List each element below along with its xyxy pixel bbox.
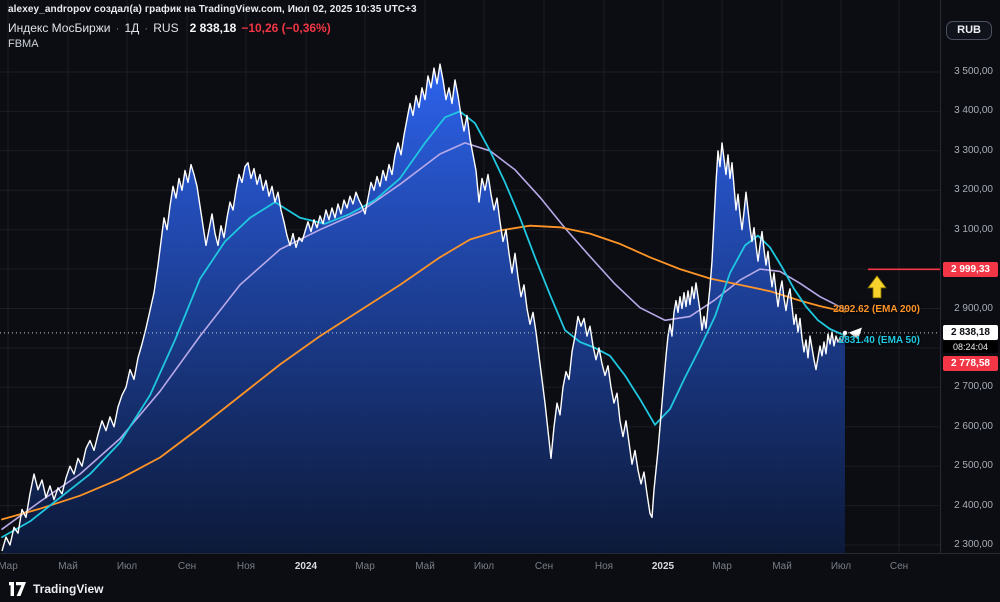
chart-canvas[interactable]: 2892.62 (EMA 200) 2831.40 (EMA 50) bbox=[0, 0, 940, 553]
alert-price-tag[interactable]: 2 778,58 bbox=[943, 355, 998, 371]
symbol-name[interactable]: Индекс МосБиржи bbox=[8, 21, 111, 35]
time-axis-label: Ноя bbox=[236, 561, 256, 572]
time-axis-label: Май bbox=[58, 561, 78, 572]
price-chart-plot[interactable] bbox=[0, 0, 940, 553]
time-axis-label: Сен bbox=[889, 561, 909, 572]
up-arrow-annotation[interactable] bbox=[867, 275, 887, 299]
price-change-value: −10,26 (−0,36%) bbox=[241, 21, 331, 35]
last-price-dot bbox=[842, 330, 848, 336]
time-axis-label: Июл bbox=[830, 561, 852, 572]
pointer-annotation[interactable] bbox=[849, 327, 862, 340]
price-axis-label: 2 700,00 bbox=[954, 381, 993, 393]
legend-separator: · bbox=[144, 21, 149, 35]
indicator-label-fbma[interactable]: FBMA bbox=[8, 38, 39, 50]
time-axis-label: Май bbox=[772, 561, 792, 572]
price-axis[interactable]: 3 500,00 3 400,00 3 300,00 3 200,00 3 100,00… bbox=[940, 0, 1000, 553]
price-axis-label: 2 300,00 bbox=[954, 539, 993, 550]
time-axis-label: Июл bbox=[116, 561, 138, 572]
time-axis-label: 2024 bbox=[294, 561, 318, 572]
price-axis-label: 3 400,00 bbox=[954, 105, 993, 117]
tradingview-logo-icon[interactable] bbox=[8, 582, 27, 596]
attribution-text: alexey_andropov создал(а) график на Trad… bbox=[8, 4, 417, 15]
tradingview-logo-text[interactable]: TradingView bbox=[33, 582, 104, 596]
time-axis[interactable]: Мар Май Июл Сен Ноя 2024 Мар Май Июл Сен Ноя 2025 Ма… bbox=[0, 553, 1000, 580]
time-axis-label: Мар bbox=[712, 561, 732, 572]
time-axis-label: Сен bbox=[534, 561, 554, 572]
time-axis-label: Июл bbox=[473, 561, 495, 572]
current-price-tag: 2 838,18 bbox=[943, 325, 998, 341]
time-axis-label: Ноя bbox=[594, 561, 614, 572]
footer: TradingView bbox=[8, 582, 103, 596]
chart-legend: Индекс МосБиржи · 1Д · RUS 2 838,18 −10,… bbox=[8, 21, 331, 35]
price-axis-label: 2 600,00 bbox=[954, 420, 993, 432]
legend-separator: · bbox=[115, 21, 120, 35]
price-axis-label: 3 200,00 bbox=[954, 184, 993, 196]
price-line bbox=[1, 63, 846, 552]
price-axis-label: 2 900,00 bbox=[954, 302, 993, 314]
price-area-fill bbox=[2, 64, 845, 553]
currency-button[interactable]: RUB bbox=[946, 21, 992, 40]
bar-countdown-tag: 08:24:04 bbox=[943, 340, 998, 353]
price-axis-label: 2 400,00 bbox=[954, 499, 993, 511]
last-price-value: 2 838,18 bbox=[189, 21, 237, 35]
alert-price-tag[interactable]: 2 999,33 bbox=[943, 261, 998, 277]
time-axis-label: Сен bbox=[177, 561, 197, 572]
price-axis-label: 3 500,00 bbox=[954, 66, 993, 77]
ema-200-line bbox=[1, 224, 846, 521]
price-axis-label: 3 100,00 bbox=[954, 223, 993, 235]
time-axis-label: Мар bbox=[0, 561, 18, 572]
interval-label[interactable]: 1Д bbox=[124, 21, 140, 35]
price-axis-label: 3 300,00 bbox=[954, 144, 993, 156]
time-axis-label: 2025 bbox=[651, 561, 675, 572]
time-axis-label: Мар bbox=[355, 561, 375, 572]
time-axis-label: Май bbox=[415, 561, 435, 572]
exchange-label: RUS bbox=[153, 21, 179, 35]
price-axis-label: 2 500,00 bbox=[954, 460, 993, 472]
fbma-line bbox=[1, 142, 846, 530]
